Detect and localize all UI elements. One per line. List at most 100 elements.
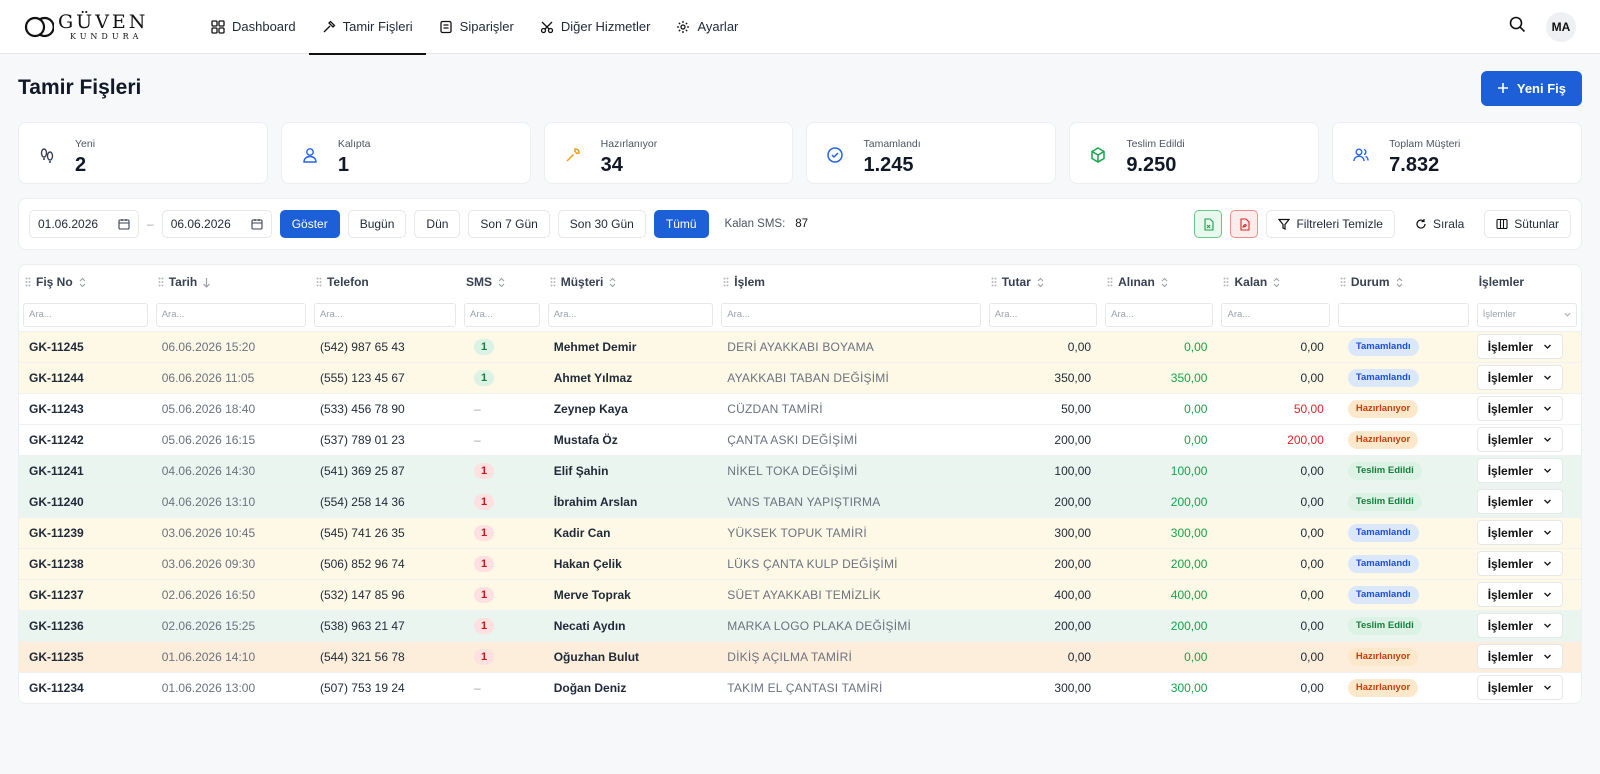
nav-diger-hizmetler[interactable]: Diğer Hizmetler [527,0,664,54]
drag-handle-icon[interactable] [1107,277,1113,287]
column-header[interactable]: Tutar [985,265,1101,299]
cell-fis-no[interactable]: GK-11235 [29,649,84,664]
drag-handle-icon[interactable] [991,277,997,287]
table-row[interactable]: GK-11242 05.06.2026 16:15 (537) 789 01 23 –… [19,424,1581,455]
sort-toggle-icon[interactable] [78,277,87,288]
column-header[interactable]: Telefon [310,265,460,299]
stat-card-kalipta[interactable]: Kalıpta 1 [280,122,531,184]
actions-filter-select[interactable]: İşlemler [1476,302,1577,327]
last-30-days-button[interactable]: Son 30 Gün [557,210,646,238]
nav-tamir-fisleri[interactable]: Tamir Fişleri [308,0,426,55]
nav-ayarlar[interactable]: Ayarlar [663,0,751,54]
export-pdf-button[interactable] [1230,210,1259,238]
sort-toggle-icon[interactable] [608,277,617,288]
cell-fis-no[interactable]: GK-11234 [29,680,84,695]
drag-handle-icon[interactable] [1340,277,1346,287]
export-excel-button[interactable] [1194,210,1223,238]
user-avatar[interactable]: MA [1546,11,1576,42]
row-actions-dropdown[interactable]: İşlemler [1476,551,1563,576]
stat-card-tamamlandi[interactable]: Tamamlandı 1.245 [806,122,1057,184]
stat-card-hazirlaniyor[interactable]: Hazırlanıyor 34 [543,122,794,184]
row-actions-dropdown[interactable]: İşlemler [1476,675,1563,701]
cell-fis-no[interactable]: GK-11237 [29,587,84,602]
drag-handle-icon[interactable] [158,277,164,287]
table-row[interactable]: GK-11238 03.06.2026 09:30 (506) 852 96 74 1… [19,548,1581,579]
nav-siparisler[interactable]: Siparişler [426,0,527,54]
table-row[interactable]: GK-11239 03.06.2026 10:45 (545) 741 26 35 1… [19,517,1581,548]
sort-toggle-icon[interactable] [1395,277,1404,288]
column-filter-input[interactable]: Ara... [313,302,457,327]
table-row[interactable]: GK-11235 01.06.2026 14:10 (544) 321 56 78 1… [19,641,1581,672]
all-button[interactable]: Tümü [653,210,709,238]
table-row[interactable]: GK-11240 04.06.2026 13:10 (554) 258 14 36 1… [19,486,1581,517]
column-filter-input[interactable]: Ara... [1221,302,1330,327]
date-from-input[interactable]: 01.06.2026 [29,210,139,238]
row-actions-dropdown[interactable]: İşlemler [1476,458,1563,483]
row-actions-dropdown[interactable]: İşlemler [1476,582,1563,607]
drag-handle-icon[interactable] [723,277,729,287]
table-row[interactable]: GK-11236 02.06.2026 15:25 (538) 963 21 47 1… [19,610,1581,641]
yesterday-button[interactable]: Dün [414,210,461,238]
column-header[interactable]: Alınan [1101,265,1217,299]
column-header[interactable]: İşlem [717,265,984,299]
show-button[interactable]: Göster [279,210,340,238]
column-header[interactable]: Fiş No [19,265,152,299]
table-row[interactable]: GK-11237 02.06.2026 16:50 (532) 147 85 96 1… [19,579,1581,610]
column-header[interactable]: Kalan [1217,265,1333,299]
cell-fis-no[interactable]: GK-11236 [29,618,84,633]
cell-fis-no[interactable]: GK-11238 [29,556,84,571]
cell-fis-no[interactable]: GK-11244 [29,370,84,385]
last-7-days-button[interactable]: Son 7 Gün [468,210,550,238]
drag-handle-icon[interactable] [25,277,31,287]
cell-fis-no[interactable]: GK-11243 [29,401,84,416]
column-filter-input[interactable]: Ara... [988,302,1098,327]
column-filter-input[interactable]: Ara... [1105,302,1214,327]
row-actions-dropdown[interactable]: İşlemler [1476,396,1563,421]
sort-toggle-icon[interactable] [497,277,506,288]
table-row[interactable]: GK-11234 01.06.2026 13:00 (507) 753 19 24 –… [19,672,1581,703]
stat-card-toplam-musteri[interactable]: Toplam Müşteri 7.832 [1332,122,1582,184]
row-actions-dropdown[interactable]: İşlemler [1476,489,1563,514]
brand-logo[interactable]: GÜVEN KUNDURA [24,12,174,41]
sort-toggle-icon[interactable] [1036,277,1045,288]
row-actions-dropdown[interactable]: İşlemler [1476,520,1563,545]
column-filter-input[interactable]: Ara... [155,302,306,327]
date-to-input[interactable]: 06.06.2026 [161,210,272,238]
row-actions-dropdown[interactable]: İşlemler [1476,613,1563,638]
column-filter-input[interactable]: Ara... [547,302,714,327]
table-row[interactable]: GK-11245 06.06.2026 15:20 (542) 987 65 43 1… [19,331,1581,362]
column-header[interactable]: Tarih [152,265,310,299]
drag-handle-icon[interactable] [1223,277,1229,287]
column-header[interactable]: İşlemler [1473,265,1581,299]
sort-desc-icon[interactable] [202,277,211,288]
column-header[interactable]: Durum [1334,265,1473,299]
cell-fis-no[interactable]: GK-11240 [29,494,84,509]
table-row[interactable]: GK-11241 04.06.2026 14:30 (541) 369 25 87 1… [19,455,1581,486]
column-filter-input[interactable] [1337,302,1469,327]
column-header[interactable]: Müşteri [544,265,718,299]
sort-button[interactable]: Sırala [1402,210,1477,238]
cell-fis-no[interactable]: GK-11245 [29,339,84,354]
row-actions-dropdown[interactable]: İşlemler [1476,644,1563,669]
row-actions-dropdown[interactable]: İşlemler [1476,365,1563,390]
column-filter-input[interactable]: Ara... [464,302,540,327]
sort-toggle-icon[interactable] [1272,277,1281,288]
today-button[interactable]: Bugün [347,210,407,238]
column-header[interactable]: SMS [460,265,544,299]
drag-handle-icon[interactable] [550,277,556,287]
column-filter-input[interactable]: Ara... [721,302,981,327]
global-search-button[interactable] [1509,16,1526,38]
columns-button[interactable]: Sütunlar [1484,210,1571,238]
nav-dashboard[interactable]: Dashboard [198,0,309,54]
table-row[interactable]: GK-11243 05.06.2026 18:40 (533) 456 78 90 –… [19,393,1581,424]
table-row[interactable]: GK-11244 06.06.2026 11:05 (555) 123 45 67 1… [19,362,1581,393]
cell-fis-no[interactable]: GK-11241 [29,463,84,478]
stat-card-yeni[interactable]: Yeni 2 [18,122,268,184]
row-actions-dropdown[interactable]: İşlemler [1476,427,1563,452]
row-actions-dropdown[interactable]: İşlemler [1476,334,1563,359]
drag-handle-icon[interactable] [316,277,322,287]
cell-fis-no[interactable]: GK-11242 [29,432,84,447]
column-filter-input[interactable]: Ara... [23,302,148,327]
cell-fis-no[interactable]: GK-11239 [29,525,84,540]
stat-card-teslim-edildi[interactable]: Teslim Edildi 9.250 [1069,122,1320,184]
